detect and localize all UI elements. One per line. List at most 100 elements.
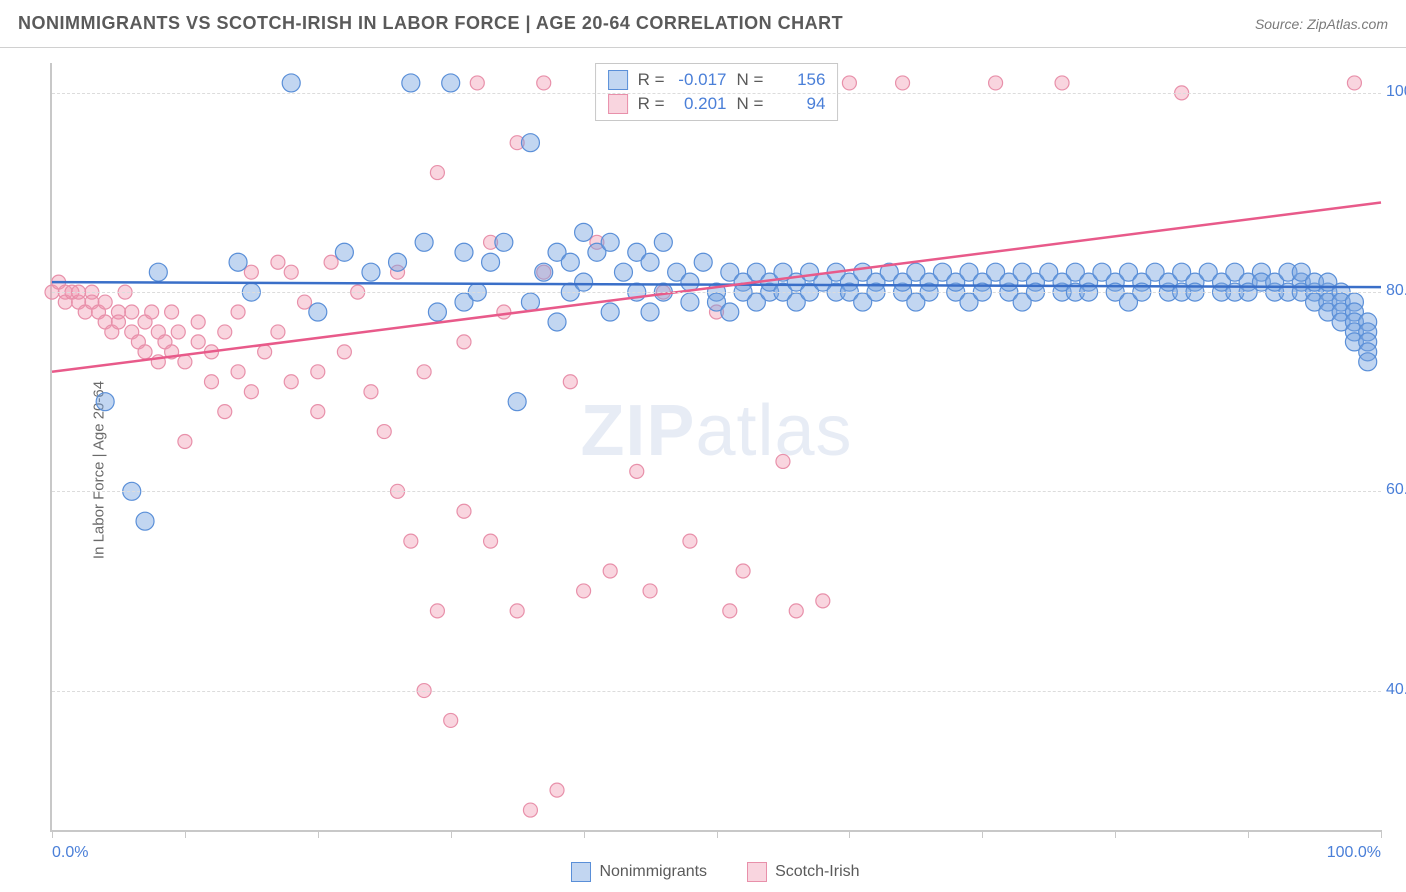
data-point <box>575 223 593 241</box>
data-point <box>362 263 380 281</box>
data-point <box>654 233 672 251</box>
data-point <box>723 604 737 618</box>
data-point <box>601 233 619 251</box>
data-point <box>630 464 644 478</box>
x-tick <box>185 830 186 838</box>
gridline-h <box>52 292 1381 293</box>
x-tick <box>982 830 983 838</box>
source-attribution: Source: ZipAtlas.com <box>1255 16 1388 32</box>
data-point <box>417 365 431 379</box>
data-point <box>218 405 232 419</box>
n-label-2: N = <box>737 94 764 114</box>
plot-area: ZIPatlas R = -0.017 N = 156 R = 0.201 N … <box>50 63 1381 832</box>
data-point <box>298 295 312 309</box>
data-point <box>442 74 460 92</box>
x-tick <box>451 830 452 838</box>
data-point <box>537 76 551 90</box>
data-point <box>430 166 444 180</box>
data-point <box>535 263 553 281</box>
x-tick-label-min: 0.0% <box>52 844 88 862</box>
x-tick <box>1115 830 1116 838</box>
data-point <box>683 534 697 548</box>
data-point <box>455 243 473 261</box>
data-point <box>428 303 446 321</box>
series1-r-value: -0.017 <box>675 70 727 90</box>
data-point <box>402 74 420 92</box>
data-point <box>309 303 327 321</box>
data-point <box>816 594 830 608</box>
data-point <box>482 253 500 271</box>
data-point <box>575 273 593 291</box>
data-point <box>244 265 258 279</box>
data-point <box>789 604 803 618</box>
x-tick <box>849 830 850 838</box>
x-tick <box>1248 830 1249 838</box>
data-point <box>736 564 750 578</box>
data-point <box>470 76 484 90</box>
data-point <box>231 305 245 319</box>
data-point <box>145 305 159 319</box>
x-tick <box>52 830 53 838</box>
data-point <box>377 425 391 439</box>
data-point <box>389 253 407 271</box>
data-point <box>989 76 1003 90</box>
data-point <box>98 295 112 309</box>
data-point <box>523 803 537 817</box>
x-tick <box>584 830 585 838</box>
data-point <box>521 134 539 152</box>
data-point <box>191 315 205 329</box>
data-point <box>125 305 139 319</box>
data-point <box>484 534 498 548</box>
data-point <box>842 76 856 90</box>
source-name: ZipAtlas.com <box>1307 16 1388 32</box>
bottom-legend: Nonimmigrants Scotch-Irish <box>50 862 1381 882</box>
data-point <box>457 335 471 349</box>
gridline-h <box>52 691 1381 692</box>
data-point <box>508 393 526 411</box>
data-point <box>444 713 458 727</box>
data-point <box>603 564 617 578</box>
data-point <box>178 355 192 369</box>
series2-n-value: 94 <box>773 94 825 114</box>
data-point <box>404 534 418 548</box>
series2-r-value: 0.201 <box>675 94 727 114</box>
r-label: R = <box>638 70 665 90</box>
data-point <box>415 233 433 251</box>
bottom-swatch-series1 <box>571 862 591 882</box>
data-point <box>430 604 444 618</box>
data-point <box>231 365 245 379</box>
data-point <box>364 385 378 399</box>
source-prefix: Source: <box>1255 16 1307 32</box>
data-point <box>550 783 564 797</box>
legend-row-series2: R = 0.201 N = 94 <box>608 92 826 116</box>
data-point <box>681 293 699 311</box>
gridline-h <box>52 93 1381 94</box>
data-point <box>694 253 712 271</box>
n-label: N = <box>737 70 764 90</box>
data-point <box>271 325 285 339</box>
data-point <box>548 313 566 331</box>
y-tick-label: 100.0% <box>1386 83 1406 101</box>
data-point <box>896 76 910 90</box>
bottom-label-series2: Scotch-Irish <box>775 863 859 881</box>
data-point <box>641 253 659 271</box>
data-point <box>457 504 471 518</box>
legend-swatch-series2 <box>608 94 628 114</box>
y-tick-label: 40.0% <box>1386 681 1406 699</box>
data-point <box>244 385 258 399</box>
series1-n-value: 156 <box>773 70 825 90</box>
data-point <box>258 345 272 359</box>
data-point <box>284 265 298 279</box>
data-point <box>229 253 247 271</box>
data-point <box>563 375 577 389</box>
data-point <box>191 335 205 349</box>
bottom-swatch-series2 <box>747 862 767 882</box>
data-point <box>284 375 298 389</box>
gridline-h <box>52 491 1381 492</box>
data-point <box>337 345 351 359</box>
x-tick-label-max: 100.0% <box>1327 844 1381 862</box>
data-point <box>643 584 657 598</box>
data-point <box>721 303 739 321</box>
bottom-legend-series2: Scotch-Irish <box>747 862 859 882</box>
r-label-2: R = <box>638 94 665 114</box>
